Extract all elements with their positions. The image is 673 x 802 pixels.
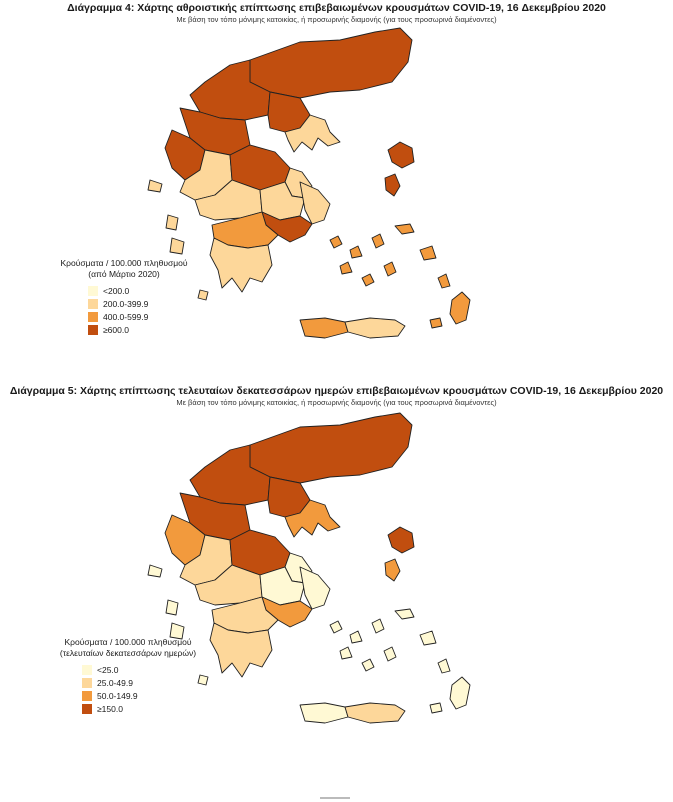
region-chalkidiki (284, 114, 341, 153)
region-cyclades-1 (329, 620, 343, 634)
legend-label: 25.0-49.9 (97, 677, 133, 688)
legend-label: 50.0-149.9 (97, 690, 138, 701)
greece-map-14-day (147, 412, 471, 724)
region-crete-west (299, 702, 349, 724)
region-ionian-1 (147, 564, 163, 578)
region-ionian-4 (197, 289, 209, 301)
diagram-5-title: Διάγραμμα 5: Χάρτης επίπτωσης τελευταίων… (9, 385, 664, 397)
legend-swatch (82, 703, 92, 714)
legend-swatch (82, 664, 92, 675)
region-samos (394, 608, 415, 620)
region-chios (384, 173, 401, 197)
region-ionian-2 (165, 214, 179, 231)
region-cyclades-1 (329, 235, 343, 249)
page-divider (320, 797, 350, 799)
region-peloponnese-south (209, 237, 273, 293)
region-crete-west (299, 317, 349, 339)
region-cyclades-5 (361, 658, 375, 672)
legend-swatch (88, 285, 98, 296)
region-dodecanese-1 (419, 245, 437, 261)
region-cyclades-4 (339, 646, 353, 660)
legend-swatch (82, 677, 92, 688)
region-ionian-3 (169, 622, 185, 640)
region-cyclades-4 (339, 261, 353, 275)
legend-cumulative: Κρούσματα / 100.000 πληθυσμού (από Μάρτι… (44, 258, 204, 336)
region-ionian-2 (165, 599, 179, 616)
legend-swatch (88, 298, 98, 309)
region-cyclades-2 (349, 245, 363, 259)
legend-item: ≥150.0 (82, 702, 218, 715)
region-crete-east (344, 702, 406, 724)
legend-item: 200.0-399.9 (88, 297, 204, 310)
legend-swatch (88, 311, 98, 322)
region-dodecanese-2 (437, 273, 451, 289)
region-dodecanese-2 (437, 658, 451, 674)
region-dodecanese-3 (449, 676, 471, 710)
region-north-east (249, 27, 413, 99)
legend-label: 200.0-399.9 (103, 298, 149, 309)
region-cyclades-5 (361, 273, 375, 287)
legend-item: ≥600.0 (88, 323, 204, 336)
region-peloponnese-south (209, 622, 273, 678)
legend-swatch (82, 690, 92, 701)
diagram-5-subtitle: Με βάση τον τόπο μόνιμης κατοικίας, ή πρ… (176, 398, 497, 407)
legend-item: 25.0-49.9 (82, 676, 218, 689)
legend-item: <25.0 (82, 663, 218, 676)
legend-label: ≥600.0 (103, 324, 129, 335)
legend-title: Κρούσματα / 100.000 πληθυσμού (64, 637, 192, 647)
region-cyclades-6 (383, 646, 397, 662)
region-cyclades-3 (371, 618, 385, 634)
region-ionian-3 (169, 237, 185, 255)
region-chalkidiki (284, 499, 341, 538)
legend-item: 400.0-599.9 (88, 310, 204, 323)
region-dodecanese-4 (429, 317, 443, 329)
legend-subtitle: (τελευταίων δεκατεσσάρων ημερών) (59, 648, 197, 658)
region-euboea (299, 181, 331, 225)
region-chios (384, 558, 401, 582)
region-ionian-1 (147, 179, 163, 193)
legend-label: <25.0 (97, 664, 119, 675)
legend-label: <200.0 (103, 285, 130, 296)
legend-swatch (88, 324, 98, 335)
region-dodecanese-3 (449, 291, 471, 325)
legend-label: 400.0-599.9 (103, 311, 149, 322)
legend-title: Κρούσματα / 100.000 πληθυσμού (60, 258, 188, 268)
legend-14-day: Κρούσματα / 100.000 πληθυσμού (τελευταίω… (38, 637, 218, 715)
diagram-4-subtitle: Με βάση τον τόπο μόνιμης κατοικίας, ή πρ… (176, 15, 497, 24)
region-dodecanese-1 (419, 630, 437, 646)
region-north-east (249, 412, 413, 484)
greece-map-cumulative (147, 27, 471, 339)
region-cyclades-3 (371, 233, 385, 249)
region-dodecanese-4 (429, 702, 443, 714)
legend-item: <200.0 (88, 284, 204, 297)
diagram-4-title: Διάγραμμα 4: Χάρτης αθροιστικής επίπτωση… (67, 2, 606, 14)
legend-label: ≥150.0 (97, 703, 123, 714)
region-cyclades-2 (349, 630, 363, 644)
region-crete-east (344, 317, 406, 339)
region-lesvos (387, 141, 415, 169)
region-lesvos (387, 526, 415, 554)
legend-subtitle: (από Μάρτιο 2020) (88, 269, 160, 279)
region-samos (394, 223, 415, 235)
legend-item: 50.0-149.9 (82, 689, 218, 702)
region-euboea (299, 566, 331, 610)
region-ionian-4 (197, 674, 209, 686)
region-cyclades-6 (383, 261, 397, 277)
